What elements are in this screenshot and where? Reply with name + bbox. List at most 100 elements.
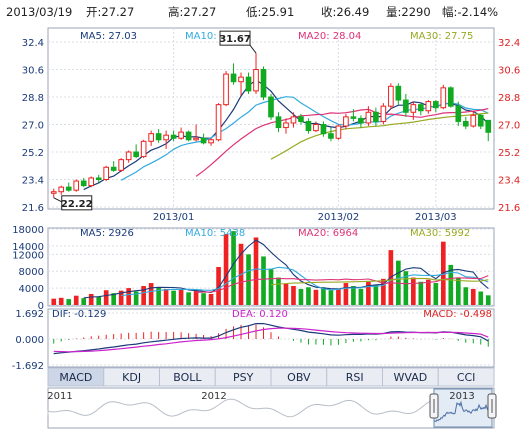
price-tick-label-right: 25.2	[498, 148, 520, 159]
candle-body	[388, 85, 394, 107]
candle-body	[238, 76, 244, 83]
candle-body	[432, 101, 439, 109]
vol-legend-ma30: MA30: 5992	[410, 228, 470, 239]
volume-bar	[141, 286, 146, 305]
candle-body	[335, 125, 342, 139]
candle-body	[283, 122, 289, 129]
quote-header: 2013/03/19 开:27.27 高:27.27 低:25.91 收:26.…	[6, 5, 498, 19]
volume-bar	[470, 288, 476, 305]
price-ma-line-ma20	[195, 108, 489, 177]
indicator-tabs: MACD KDJ BOLL PSY OBV RSI WVAD CCI	[47, 367, 495, 387]
tab-rsi[interactable]: RSI	[326, 367, 383, 387]
price-tick-label-right: 27.0	[498, 121, 520, 132]
candle-body	[305, 120, 312, 132]
volume-bar	[276, 277, 281, 305]
volume-ma-line-ma10	[121, 266, 489, 297]
candle-body	[125, 151, 132, 161]
volume-bar	[216, 267, 221, 305]
price-ma-line-ma30	[270, 112, 489, 160]
navigator-year-label: 2013	[449, 391, 474, 402]
volume-ma-line-ma5	[83, 239, 489, 299]
candle-body	[140, 140, 147, 158]
tab-label: WVAD	[394, 371, 428, 384]
candle-body	[275, 116, 282, 129]
volume-bar	[51, 298, 57, 305]
macd-tick-label: -1.692	[12, 361, 44, 372]
volume-bar	[366, 281, 371, 305]
navigator-right-handle[interactable]	[487, 393, 497, 419]
candle-body	[65, 186, 72, 191]
tab-psy[interactable]: PSY	[214, 367, 272, 387]
volume-bar	[291, 286, 296, 305]
volume-bar	[298, 288, 304, 305]
volume-bar	[253, 237, 259, 305]
volume-bar	[478, 291, 484, 305]
candle-body	[425, 101, 432, 112]
navigator-year-label: 2011	[47, 391, 72, 402]
date-axis-label: 2013/03	[415, 212, 457, 223]
volume-bar	[156, 287, 161, 305]
candle-body	[328, 133, 334, 139]
candle-body	[163, 134, 169, 141]
volume-bar	[425, 279, 431, 305]
candle-body	[470, 114, 477, 127]
price-axis-left: 32.4 30.6 28.8 27.0 25.2 23.4 21.6	[22, 38, 44, 214]
tab-obv[interactable]: OBV	[270, 367, 328, 387]
price-tick-label-right: 32.4	[498, 38, 520, 49]
volume-bar	[148, 283, 154, 305]
vol-legend-ma5: MA5: 2926	[80, 228, 134, 239]
candle-body	[485, 119, 492, 133]
volume-bar	[73, 295, 79, 305]
tab-macd[interactable]: MACD	[47, 367, 105, 387]
candle-body	[298, 116, 304, 122]
candle-body	[268, 96, 274, 118]
tab-label: PSY	[233, 371, 254, 384]
volume-bar	[261, 256, 266, 305]
price-tick-label-left: 21.6	[22, 203, 44, 214]
volume-bar	[88, 294, 94, 305]
volume-bar	[463, 287, 469, 305]
candle-body	[260, 69, 267, 98]
macd-legend-dif: DIF: -0.129	[52, 309, 106, 320]
volume-bar	[381, 278, 386, 305]
candle-body	[320, 124, 327, 135]
candle-body	[455, 105, 462, 122]
candle-body	[477, 114, 484, 127]
tab-boll[interactable]: BOLL	[159, 367, 216, 387]
navigator-selected-line	[433, 400, 493, 423]
tab-cci[interactable]: CCI	[437, 367, 495, 387]
candle-body	[350, 116, 357, 119]
candle-body	[58, 186, 65, 193]
candle-body	[447, 87, 454, 107]
tab-kdj[interactable]: KDJ	[103, 367, 160, 387]
volume-bar	[126, 288, 131, 305]
volume-bar	[66, 299, 72, 305]
volume-bar	[485, 295, 491, 305]
navigator-left-handle[interactable]	[429, 393, 439, 419]
volume-tick-label: 12000	[12, 250, 44, 261]
candle-body	[230, 73, 237, 83]
candle-body	[73, 180, 80, 191]
candle-body	[343, 116, 349, 127]
macd-axis: 1.692 0.000 -1.692	[12, 309, 44, 372]
max-pointer	[249, 44, 257, 54]
price-tick-label-left: 25.2	[22, 148, 44, 159]
tab-wvad[interactable]: WVAD	[382, 367, 439, 387]
candle-body	[170, 134, 177, 139]
price-axis-right: 32.4 30.6 28.8 27.0 25.2 23.4 21.6	[498, 38, 520, 214]
volume-bar	[118, 290, 124, 305]
volume-bar	[133, 291, 139, 305]
volume-bar	[283, 283, 289, 305]
volume-bar	[373, 284, 379, 305]
tab-label: KDJ	[122, 371, 141, 384]
candle-body	[155, 133, 162, 141]
volume-bar	[433, 283, 439, 305]
volume-bar	[171, 290, 176, 305]
candle-body	[88, 177, 95, 187]
max-label-box	[219, 30, 251, 46]
volume-bar	[321, 287, 326, 305]
volume-bar	[448, 264, 454, 305]
